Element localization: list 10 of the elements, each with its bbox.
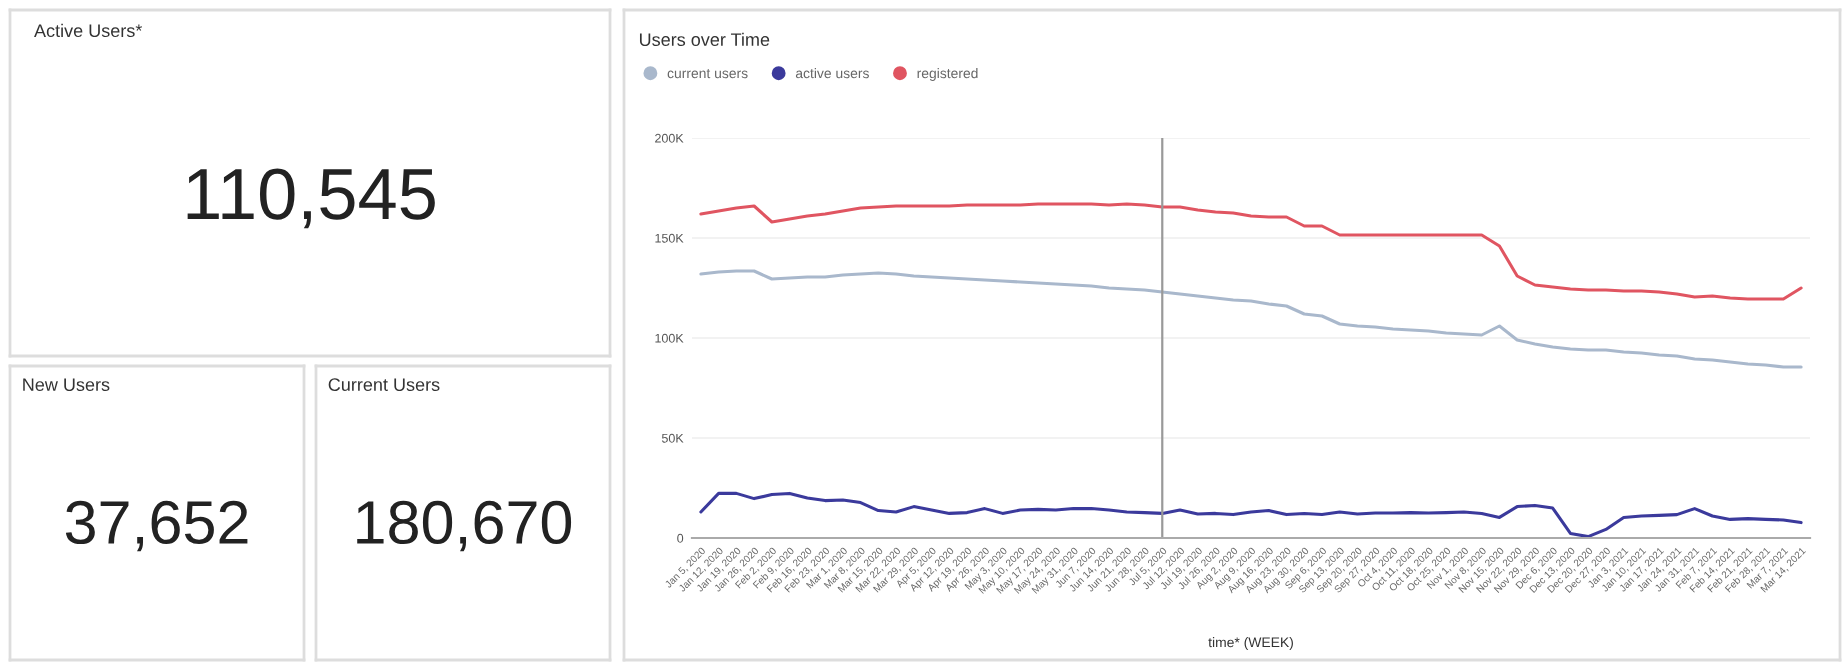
text: 110,545 <box>187 168 435 229</box>
text: 37,652 <box>65 500 248 552</box>
text: 180,670 <box>357 500 572 552</box>
line-series <box>699 491 1803 538</box>
text: Active Users* <box>34 23 143 38</box>
chart-title: Users over Time <box>639 32 770 47</box>
line-series <box>699 269 1803 369</box>
text: Current Users <box>328 378 440 392</box>
text: New Users <box>23 378 110 392</box>
line-series <box>699 202 1803 301</box>
